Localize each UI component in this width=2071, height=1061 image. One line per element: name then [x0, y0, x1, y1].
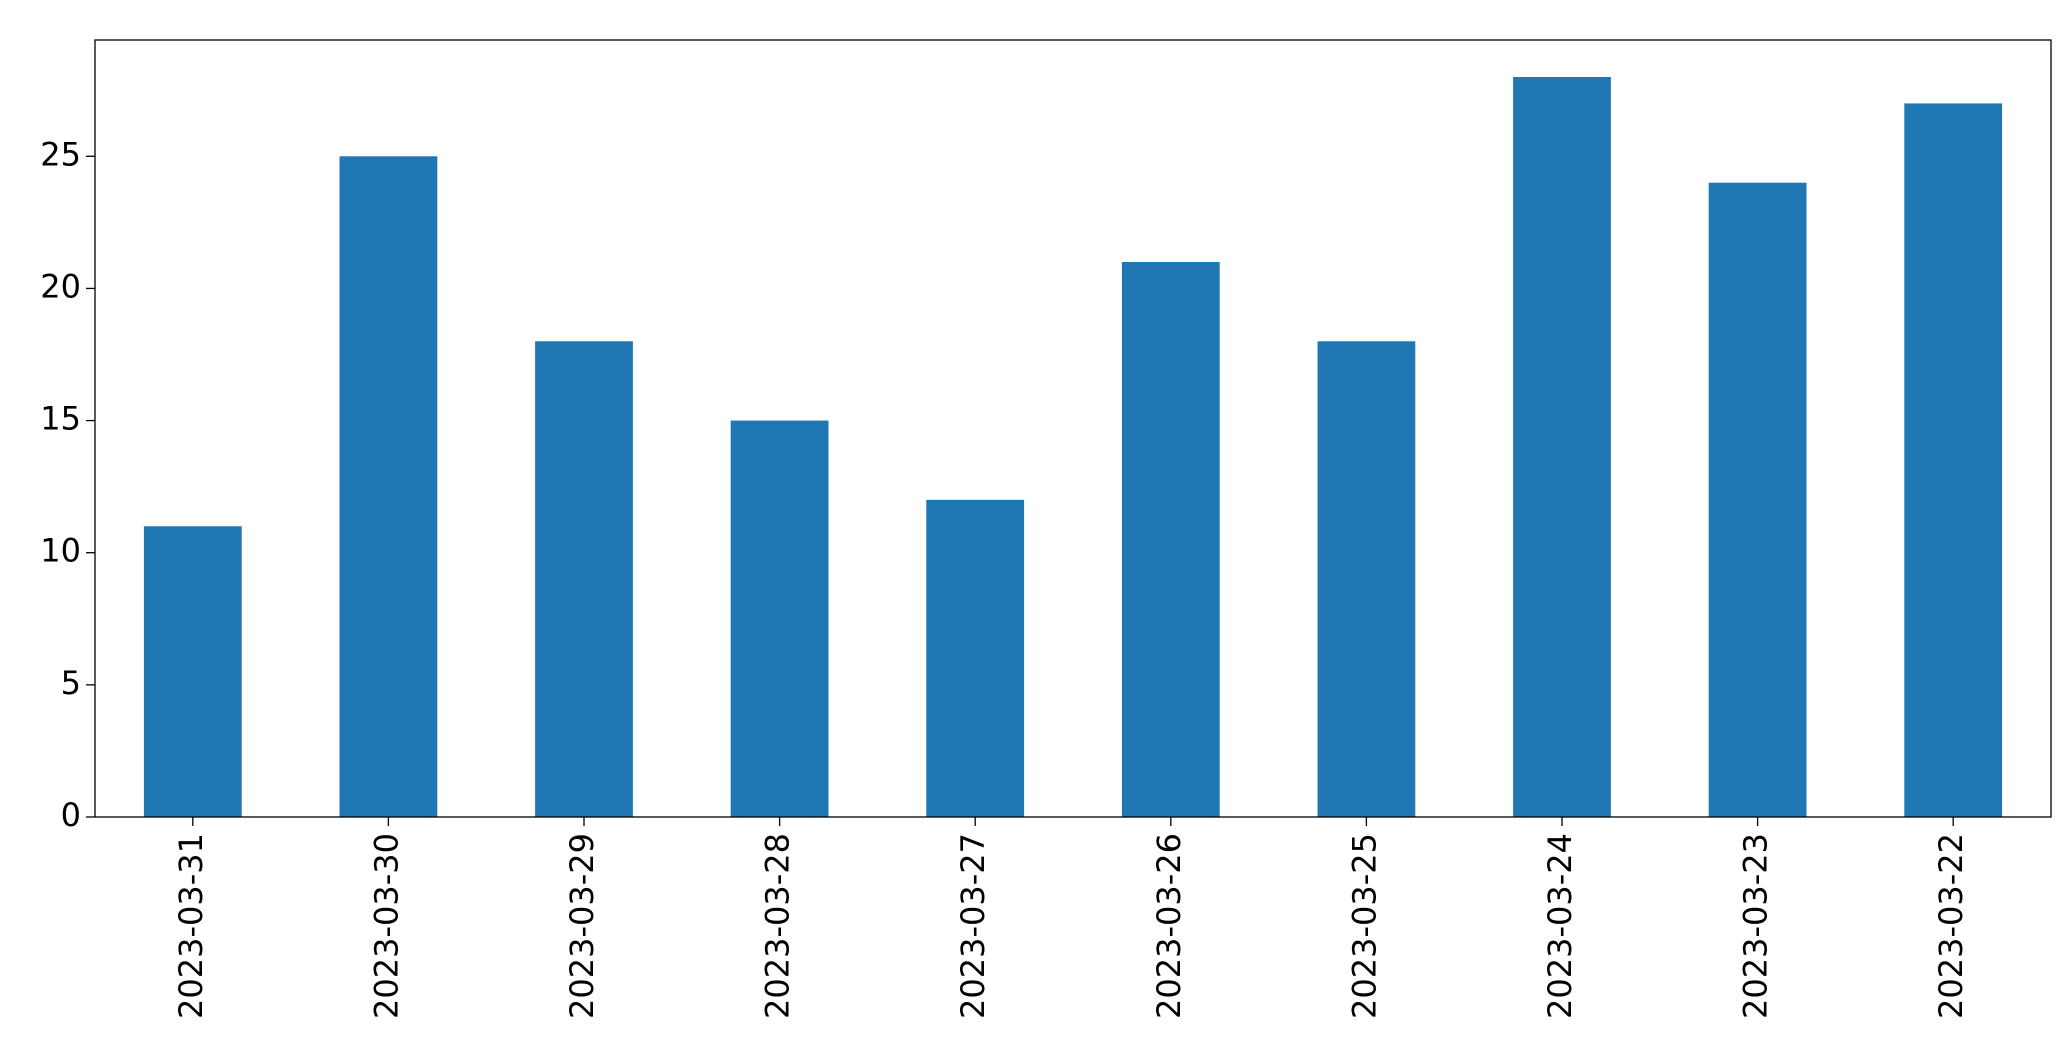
bar [926, 499, 1025, 817]
bar [535, 341, 633, 817]
x-tick-label: 2023-03-22 [1932, 833, 1970, 1019]
x-tick-label: 2023-03-26 [1150, 833, 1188, 1019]
y-tick-label: 0 [61, 796, 81, 834]
x-tick-label: 2023-03-30 [367, 833, 405, 1019]
y-tick-label: 15 [40, 400, 81, 438]
bar [1317, 341, 1416, 817]
x-tick-label: 2023-03-24 [1541, 833, 1579, 1019]
x-tick-label: 2023-03-27 [954, 833, 992, 1019]
bar [339, 156, 438, 818]
bar [1904, 103, 2003, 817]
y-tick-label: 25 [40, 135, 81, 173]
bar [143, 526, 242, 817]
y-tick-label: 5 [61, 664, 81, 702]
y-tick-label: 10 [40, 532, 81, 570]
x-tick-label: 2023-03-29 [563, 833, 601, 1019]
bar [1708, 182, 1807, 817]
x-tick-label: 2023-03-28 [759, 833, 797, 1019]
plot-frame [94, 39, 2052, 818]
x-tick-label: 2023-03-25 [1345, 833, 1383, 1019]
y-tick-label: 20 [40, 267, 81, 305]
bar [1121, 262, 1220, 817]
x-tick-label: 2023-03-23 [1737, 833, 1775, 1019]
bar [1513, 77, 1611, 817]
bar [730, 420, 829, 817]
x-tick-label: 2023-03-31 [172, 833, 210, 1019]
